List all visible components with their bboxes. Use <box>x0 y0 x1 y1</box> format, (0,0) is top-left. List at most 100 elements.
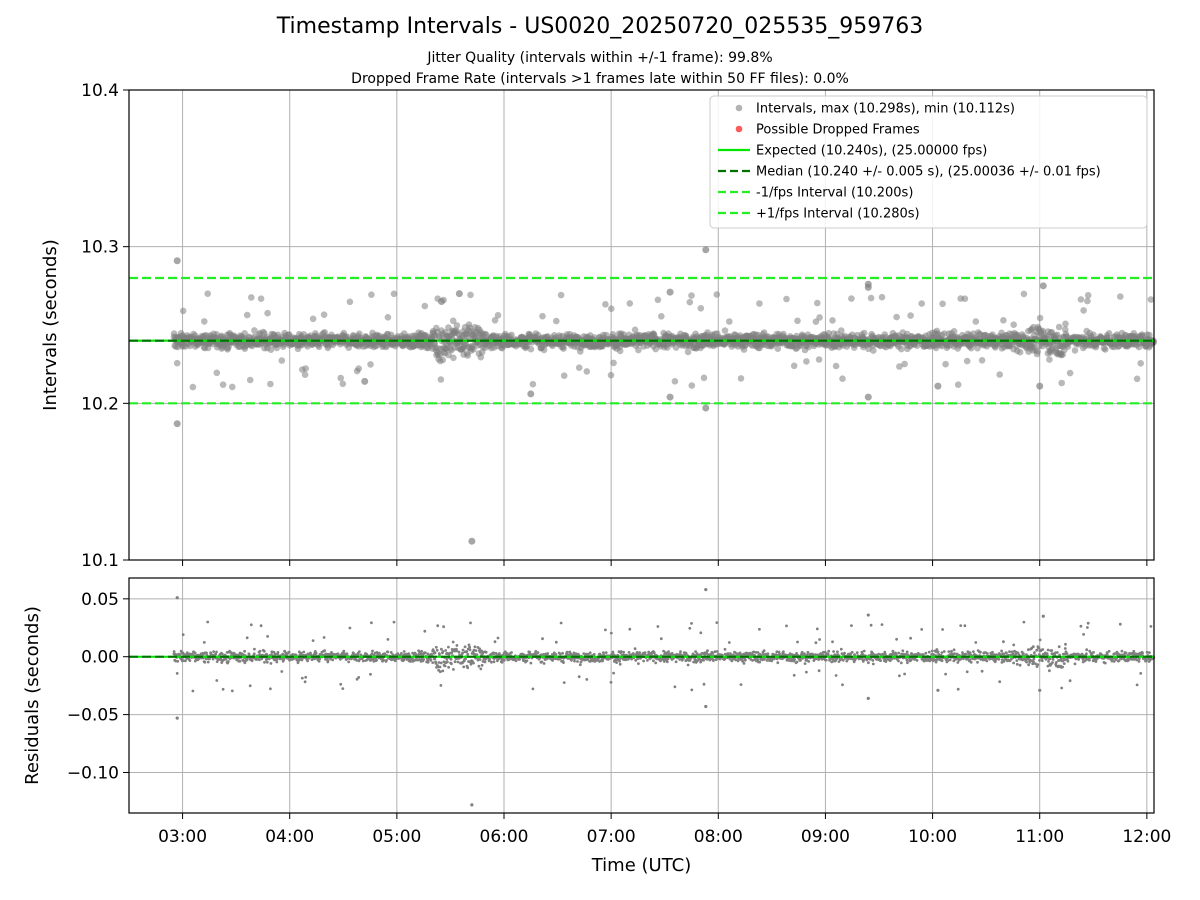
interval-outlier-point <box>666 393 674 401</box>
interval-point <box>1147 296 1155 303</box>
residual-point <box>850 624 853 627</box>
residual-point <box>965 670 969 674</box>
residual-point <box>963 624 967 628</box>
interval-point <box>494 312 502 319</box>
residual-point <box>690 622 693 625</box>
interval-point <box>204 290 211 298</box>
residual-point <box>249 623 253 627</box>
residual-point <box>269 662 273 665</box>
residual-point <box>944 672 947 676</box>
residual-point <box>275 660 279 664</box>
residual-point <box>466 652 470 656</box>
residual-point <box>841 683 844 687</box>
interval-point <box>684 348 692 356</box>
residual-point <box>348 626 352 630</box>
residual-point <box>259 624 263 628</box>
residual-point <box>950 649 953 653</box>
residual-point <box>492 660 496 664</box>
interval-point <box>950 328 958 335</box>
residual-point <box>862 649 866 653</box>
residual-point <box>243 649 247 653</box>
interval-point <box>539 312 546 320</box>
interval-point <box>320 311 328 319</box>
residual-point <box>369 672 372 676</box>
legend: Intervals, max (10.298s), min (10.112s)P… <box>709 95 1148 229</box>
interval-point <box>248 294 255 301</box>
residual-point <box>500 660 504 664</box>
residual-point <box>674 660 678 664</box>
residual-point <box>884 660 888 663</box>
residual-point <box>502 658 506 662</box>
residual-point <box>758 660 762 664</box>
residual-point <box>673 685 677 689</box>
residual-point <box>474 649 478 652</box>
residual-point <box>582 652 586 655</box>
interval-outlier-point <box>361 377 369 385</box>
interval-point <box>1137 360 1144 367</box>
interval-point <box>832 362 840 370</box>
residual-point <box>439 684 443 687</box>
residual-point <box>898 674 901 678</box>
residual-point <box>424 651 427 655</box>
residual-point <box>936 650 940 654</box>
residual-point <box>739 683 743 686</box>
top-interval-points <box>170 246 1157 545</box>
interval-point <box>1010 321 1017 329</box>
residual-point <box>546 652 550 655</box>
residual-point <box>867 661 870 665</box>
interval-point <box>726 318 733 325</box>
residual-point <box>905 650 909 654</box>
residual-point <box>578 663 582 667</box>
residual-point <box>827 649 831 653</box>
interval-outlier-point <box>702 246 710 254</box>
residual-point <box>389 651 393 654</box>
interval-point <box>918 300 925 307</box>
residual-point <box>472 661 475 665</box>
residual-point <box>468 648 472 652</box>
interval-outlier-point <box>527 390 535 398</box>
residual-point <box>841 658 845 662</box>
residual-point <box>588 651 592 655</box>
residual-point <box>433 651 437 655</box>
legend-label: Median (10.240 +/- 0.005 s), (25.00036 +… <box>756 165 1101 180</box>
residual-point <box>573 659 576 663</box>
residual-point <box>385 659 388 662</box>
residual-point <box>604 628 607 632</box>
residual-point <box>468 645 471 649</box>
residual-point <box>265 660 269 664</box>
residual-point <box>483 660 487 664</box>
residual-point <box>1036 663 1040 667</box>
interval-point <box>790 362 798 370</box>
residual-point <box>253 647 256 651</box>
interval-point <box>978 357 986 364</box>
residual-point <box>314 651 318 655</box>
residual-point <box>518 657 522 661</box>
residual-point <box>1040 659 1044 663</box>
residual-point <box>986 652 989 655</box>
residual-point <box>1002 660 1006 663</box>
interval-point <box>1080 307 1087 314</box>
residual-point <box>706 649 709 653</box>
interval-point <box>267 346 275 354</box>
residual-point <box>715 621 719 624</box>
residual-point <box>484 650 488 654</box>
residual-point <box>612 671 615 675</box>
interval-point <box>713 291 721 298</box>
interval-outlier-point <box>702 404 710 412</box>
residual-point <box>930 649 934 653</box>
interval-point <box>697 305 705 312</box>
residual-point <box>956 687 960 691</box>
interval-point <box>1034 348 1041 355</box>
residual-point <box>426 660 430 664</box>
residual-point <box>473 645 477 649</box>
residual-point <box>1038 659 1041 662</box>
residual-point <box>834 674 838 677</box>
residual-point <box>909 636 912 640</box>
residual-point <box>215 650 218 654</box>
interval-point <box>816 314 823 321</box>
interval-point <box>309 315 317 323</box>
residual-point <box>715 650 719 653</box>
residual-point <box>793 658 797 661</box>
dropped-frame-rate-subtitle: Dropped Frame Rate (intervals >1 frames … <box>351 71 849 87</box>
interval-point <box>229 383 236 391</box>
